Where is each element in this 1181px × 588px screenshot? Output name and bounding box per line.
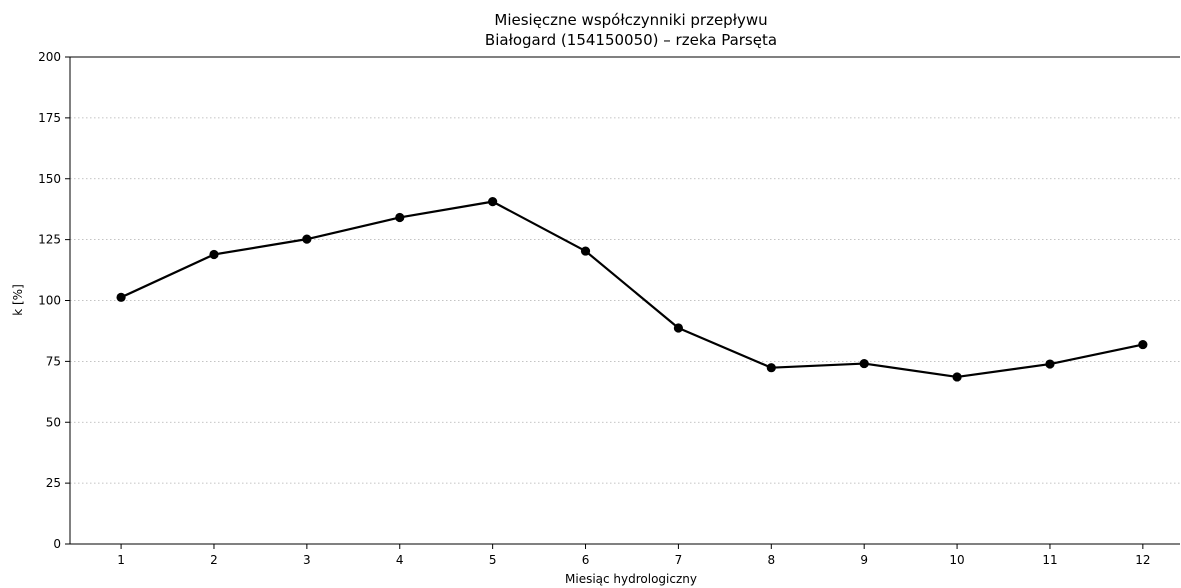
- chart-subtitle: Białogard (154150050) – rzeka Parsęta: [485, 31, 777, 49]
- x-tick-label: 3: [303, 553, 311, 567]
- x-tick-label: 11: [1042, 553, 1057, 567]
- y-tick-label: 0: [53, 537, 61, 551]
- grid-layer: [70, 117, 1180, 484]
- x-tick-label: 6: [582, 553, 590, 567]
- x-tick-label: 8: [767, 553, 775, 567]
- series-line: [120, 200, 1144, 379]
- data-point: [1045, 359, 1055, 369]
- axes-layer: [69, 56, 1180, 545]
- data-point: [116, 292, 126, 302]
- x-tick-label: 5: [489, 553, 497, 567]
- x-axis-label: Miesiąc hydrologiczny: [565, 572, 697, 586]
- x-tick-label: 9: [860, 553, 868, 567]
- data-point: [488, 197, 498, 207]
- data-point: [302, 234, 312, 244]
- data-point: [1138, 339, 1148, 350]
- y-tick-label: 175: [38, 111, 61, 125]
- y-axis-label: k [%]: [11, 284, 25, 316]
- y-tick-label: 75: [46, 354, 61, 368]
- data-point: [209, 249, 219, 260]
- data-point: [395, 212, 405, 223]
- x-tick-label: 2: [210, 553, 218, 567]
- series-layer: [116, 197, 1148, 382]
- data-point: [673, 323, 684, 333]
- x-tick-label: 4: [396, 553, 404, 567]
- y-tick-label: 100: [38, 294, 61, 308]
- data-point: [766, 363, 776, 373]
- x-tick-label: 12: [1135, 553, 1150, 567]
- data-point: [859, 358, 869, 369]
- y-tick-label: 125: [38, 233, 61, 247]
- y-tick-label: 200: [38, 50, 61, 64]
- data-point: [580, 246, 591, 256]
- data-point: [952, 372, 962, 382]
- y-tick-label: 25: [46, 476, 61, 490]
- y-tick-label: 50: [46, 415, 61, 429]
- x-tick-label: 7: [675, 553, 683, 567]
- chart-title: Miesięczne współczynniki przepływu: [494, 11, 767, 29]
- y-tick-label: 150: [38, 172, 61, 186]
- x-tick-label: 1: [117, 553, 125, 567]
- x-tick-label: 10: [949, 553, 964, 567]
